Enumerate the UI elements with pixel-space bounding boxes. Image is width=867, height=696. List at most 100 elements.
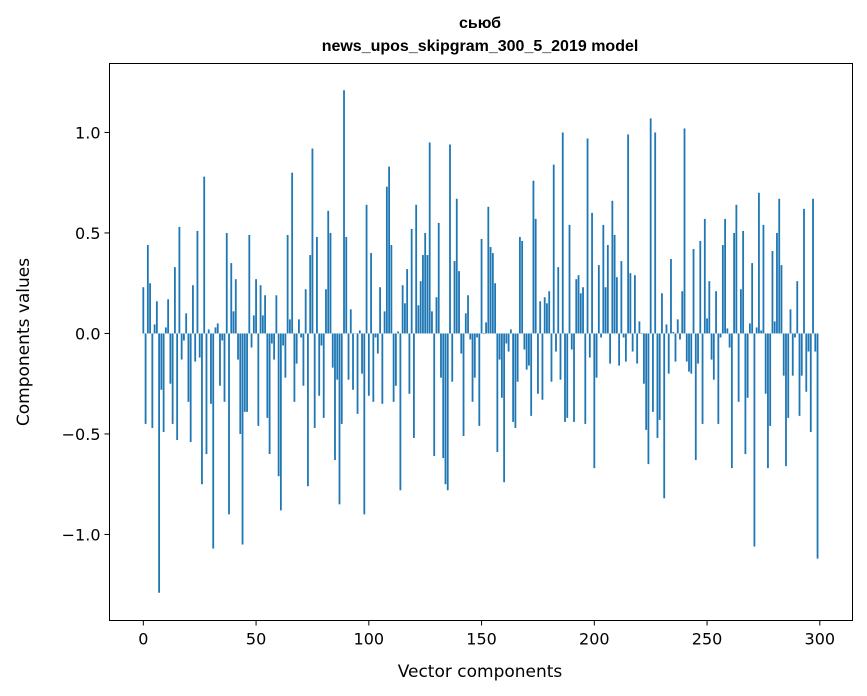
bar xyxy=(406,269,409,334)
bar xyxy=(552,164,555,334)
bar xyxy=(735,204,738,334)
bar xyxy=(178,226,181,334)
bar xyxy=(710,333,713,360)
bar xyxy=(478,333,481,426)
bar xyxy=(198,333,201,358)
bar xyxy=(318,333,321,396)
x-axis-label: Vector components xyxy=(398,662,563,682)
bar xyxy=(737,333,740,402)
bar xyxy=(417,305,420,334)
bar xyxy=(385,186,388,334)
bar xyxy=(207,329,210,334)
bar xyxy=(767,333,769,469)
bar xyxy=(467,295,469,334)
bar xyxy=(345,236,348,334)
bar xyxy=(638,321,641,334)
bar xyxy=(435,297,438,334)
bar xyxy=(462,333,465,436)
bar xyxy=(681,291,684,334)
bar xyxy=(356,333,359,414)
bar xyxy=(500,333,503,398)
bar xyxy=(791,333,794,376)
bar xyxy=(268,333,271,455)
bar xyxy=(397,331,400,334)
bar xyxy=(413,333,415,438)
bar xyxy=(270,333,273,344)
bar xyxy=(803,208,805,334)
bar xyxy=(555,333,557,352)
bar xyxy=(758,192,760,334)
bar xyxy=(800,333,803,376)
y-tick-label: −1.0 xyxy=(62,525,101,544)
bar xyxy=(176,333,179,440)
bar xyxy=(509,329,512,334)
bar xyxy=(424,232,427,334)
bar xyxy=(494,283,496,334)
bar xyxy=(237,333,239,360)
bar xyxy=(701,333,704,424)
bar xyxy=(476,333,478,338)
bar xyxy=(523,333,526,350)
bar xyxy=(194,333,197,362)
bar xyxy=(259,285,262,334)
bar xyxy=(221,333,224,341)
bar xyxy=(595,333,598,378)
bar xyxy=(322,333,325,418)
bar xyxy=(347,333,350,380)
bar xyxy=(661,293,663,334)
bar xyxy=(805,333,808,392)
bar xyxy=(546,303,548,334)
bar xyxy=(760,330,763,334)
bar xyxy=(717,333,720,424)
bar xyxy=(690,333,693,374)
bar xyxy=(785,333,787,467)
bar xyxy=(762,224,765,334)
bar xyxy=(593,333,596,469)
bar xyxy=(679,333,681,340)
bar xyxy=(683,128,686,334)
bar xyxy=(685,333,688,362)
bar xyxy=(778,198,781,334)
bar xyxy=(548,291,551,334)
axes-frame xyxy=(109,63,853,621)
bar xyxy=(715,291,717,334)
bar xyxy=(196,230,199,334)
bar xyxy=(742,230,745,334)
bar xyxy=(311,148,314,334)
bar xyxy=(487,206,490,334)
bar xyxy=(782,333,785,376)
bar xyxy=(482,333,485,335)
bar xyxy=(316,236,318,334)
bar xyxy=(507,333,510,352)
bar xyxy=(383,311,386,334)
bar xyxy=(719,333,722,338)
bar xyxy=(388,166,391,334)
x-tick-label: 300 xyxy=(805,630,836,649)
bar xyxy=(401,285,404,334)
bar xyxy=(431,311,433,334)
bar xyxy=(340,333,343,424)
bar xyxy=(676,319,679,334)
bar xyxy=(505,333,508,344)
bar xyxy=(352,333,354,390)
bar xyxy=(575,279,578,334)
bar xyxy=(624,333,627,362)
bar xyxy=(620,261,623,334)
bar xyxy=(252,315,255,334)
bar xyxy=(816,333,819,559)
bar xyxy=(773,321,776,334)
bar xyxy=(338,333,341,505)
bar xyxy=(561,132,564,334)
bar xyxy=(489,247,492,334)
bar xyxy=(528,333,530,366)
bar xyxy=(532,180,535,334)
bar xyxy=(437,222,440,334)
bar xyxy=(674,333,677,362)
bar xyxy=(733,232,736,334)
bar xyxy=(370,253,372,334)
bar xyxy=(480,238,483,334)
bar xyxy=(173,267,176,334)
bar xyxy=(798,333,801,416)
y-axis-ticks: −1.0 −0.5 0.0 0.5 1.0 xyxy=(62,123,110,544)
